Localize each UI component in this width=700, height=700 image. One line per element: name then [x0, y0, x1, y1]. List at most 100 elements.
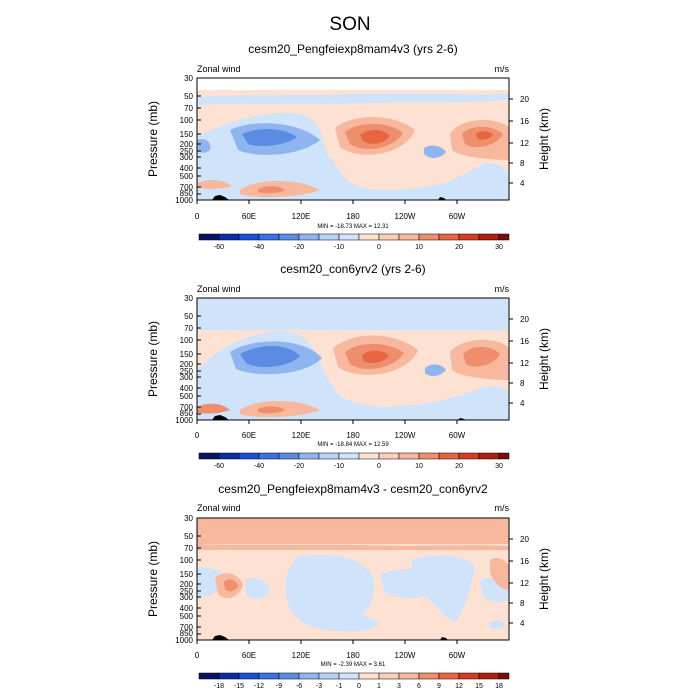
panel-3-colorbar-box-15	[478, 672, 500, 680]
panel-2-colorbar-box-3	[238, 452, 260, 460]
panel-3-colorbar-box-4	[258, 672, 280, 680]
panel-3-colorbar-box-12	[418, 672, 440, 680]
panel-3-cbar-label-7: -1	[336, 683, 342, 690]
panel-2-height-ticks: 20 16 12 8 4	[509, 315, 529, 408]
panel-3-xtick-120W: 120W	[395, 651, 416, 660]
panel-3-htick-20: 20	[520, 535, 529, 544]
panel-3-ytick-300: 300	[180, 593, 194, 602]
panel-2-xtick-60W: 60W	[449, 431, 466, 440]
panel-1-colorbar-box-4	[258, 233, 280, 241]
panel-2-ytick-300: 300	[180, 373, 194, 382]
panel-2-cbar-label-6: 10	[415, 463, 423, 470]
panel-2-colorbar-box-4	[258, 452, 280, 460]
panel-1-cbar-label-7: 20	[455, 244, 463, 251]
panel-2-colorbar-box-13	[438, 452, 460, 460]
panel-3-ytick-50: 50	[184, 532, 193, 541]
panel-1-left-label: Zonal wind	[197, 64, 241, 74]
panel-3-left-label: Zonal wind	[197, 503, 241, 513]
panel-1: cesm20_Pengfeiexp8mam4v3 (yrs 2-6) Zonal…	[146, 42, 551, 251]
panel-2-ytick-150: 150	[180, 350, 194, 359]
panel-2-cbar-label-8: 30	[495, 463, 503, 470]
panel-2-ylabel: Pressure (mb)	[146, 321, 160, 397]
panel-1-colorbar-box-9	[358, 233, 380, 241]
panel-1-colorbar-box-7	[318, 233, 340, 241]
panel-1-contours	[197, 78, 509, 200]
panel-3-ytick-100: 100	[180, 556, 194, 565]
panel-2-xtick-180: 180	[346, 431, 360, 440]
panel-1-colorbar-box-2	[218, 233, 240, 241]
panel-1-xtick-180: 180	[346, 212, 360, 221]
panel-1-htick-12: 12	[520, 139, 529, 148]
panel-3-cbar-label-15: 18	[495, 683, 503, 690]
panel-3-cbar-label-4: -9	[276, 683, 282, 690]
panel-3-cbar-label-9: 1	[377, 683, 381, 690]
panel-1-htick-16: 16	[520, 117, 529, 126]
panel-1-colorbar: -60 -40 -20 -10 0 10 20 30	[198, 233, 510, 251]
panel-1-colorbar-box-16	[498, 233, 510, 241]
panel-3-pressure-ticks: 30 50 70 100 150 200 250 300 400 500 700…	[175, 514, 201, 645]
panel-2-colorbar-box-1	[198, 452, 220, 460]
panel-1-cbar-label-6: 10	[415, 244, 423, 251]
panel-1-colorbar-box-10	[378, 233, 400, 241]
panel-3-colorbar-box-7	[318, 672, 340, 680]
panel-1-ytick-300: 300	[180, 153, 194, 162]
panel-3-colorbar-box-5	[278, 672, 300, 680]
panel-1-ytick-100: 100	[180, 116, 194, 125]
panel-3-colorbar-box-9	[358, 672, 380, 680]
panel-2-cbar-label-3: -20	[294, 463, 304, 470]
panel-1-xtick-120E: 120E	[292, 212, 311, 221]
panel-1-colorbar-box-15	[478, 233, 500, 241]
panel-3-longitude-ticks: 0 60E 120E 180 120W 60W	[195, 640, 466, 660]
panel-2-contours	[197, 298, 509, 420]
panel-3-units-label: m/s	[495, 503, 510, 513]
panel-1-xtick-60E: 60E	[242, 212, 256, 221]
panel-1-colorbar-box-3	[238, 233, 260, 241]
panel-2-colorbar-box-16	[498, 452, 510, 460]
panel-2-ytick-500: 500	[180, 392, 194, 401]
panel-1-minmax: MIN = -18.73 MAX = 12.31	[317, 224, 389, 230]
panel-1-colorbar-box-8	[338, 233, 360, 241]
panel-1-height-ticks: 20 16 12 8 4	[509, 95, 529, 188]
panel-3-cbar-label-12: 9	[437, 683, 441, 690]
panel-1-ylabel-right: Height (km)	[537, 108, 551, 170]
panel-3-xtick-0: 0	[195, 651, 200, 660]
panel-3-htick-8: 8	[520, 599, 525, 608]
panel-2-ytick-850: 850	[180, 409, 194, 418]
panel-3-cbar-label-1: -18	[214, 683, 224, 690]
panel-2-left-label: Zonal wind	[197, 284, 241, 294]
panel-1-ylabel: Pressure (mb)	[146, 101, 160, 177]
panel-3-cbar-label-14: 15	[475, 683, 483, 690]
panel-1-colorbar-box-11	[398, 233, 420, 241]
panel-2-minmax: MIN = -18.84 MAX = 12.59	[317, 442, 389, 448]
panel-3-ytick-500: 500	[180, 612, 194, 621]
panel-2-cbar-label-2: -40	[254, 463, 264, 470]
panel-2-htick-16: 16	[520, 337, 529, 346]
panel-3-xtick-120E: 120E	[292, 651, 311, 660]
panel-2-colorbar-box-12	[418, 452, 440, 460]
panel-2-xtick-60E: 60E	[242, 431, 256, 440]
panel-2-xtick-0: 0	[195, 431, 200, 440]
panel-3-xtick-60W: 60W	[449, 651, 466, 660]
panel-3-htick-16: 16	[520, 557, 529, 566]
panel-1-units-label: m/s	[495, 64, 510, 74]
panel-2-ytick-700: 700	[180, 403, 194, 412]
panel-3-xtick-60E: 60E	[242, 651, 256, 660]
panel-3-colorbar-box-11	[398, 672, 420, 680]
panel-2-cbar-label-7: 20	[455, 463, 463, 470]
panel-2-xtick-120E: 120E	[292, 431, 311, 440]
panel-2-colorbar-box-7	[318, 452, 340, 460]
panel-1-colorbar-box-6	[298, 233, 320, 241]
panel-2-longitude-ticks: 0 60E 120E 180 120W 60W	[195, 420, 466, 440]
panel-3: cesm20_Pengfeiexp8mam4v3 - cesm20_con6yr…	[146, 482, 551, 690]
panel-2-colorbar-box-6	[298, 452, 320, 460]
figure-title: SON	[329, 14, 370, 35]
panel-1-ytick-1000: 1000	[175, 196, 193, 205]
panel-1-colorbar-box-5	[278, 233, 300, 241]
panel-2-colorbar-box-5	[278, 452, 300, 460]
panel-2-htick-4: 4	[520, 399, 525, 408]
panel-3-ylabel: Pressure (mb)	[146, 541, 160, 617]
panel-3-cbar-label-11: 6	[417, 683, 421, 690]
panel-3-minmax: MIN = -2.39 MAX = 3.61	[321, 662, 386, 668]
panel-3-colorbar-box-10	[378, 672, 400, 680]
